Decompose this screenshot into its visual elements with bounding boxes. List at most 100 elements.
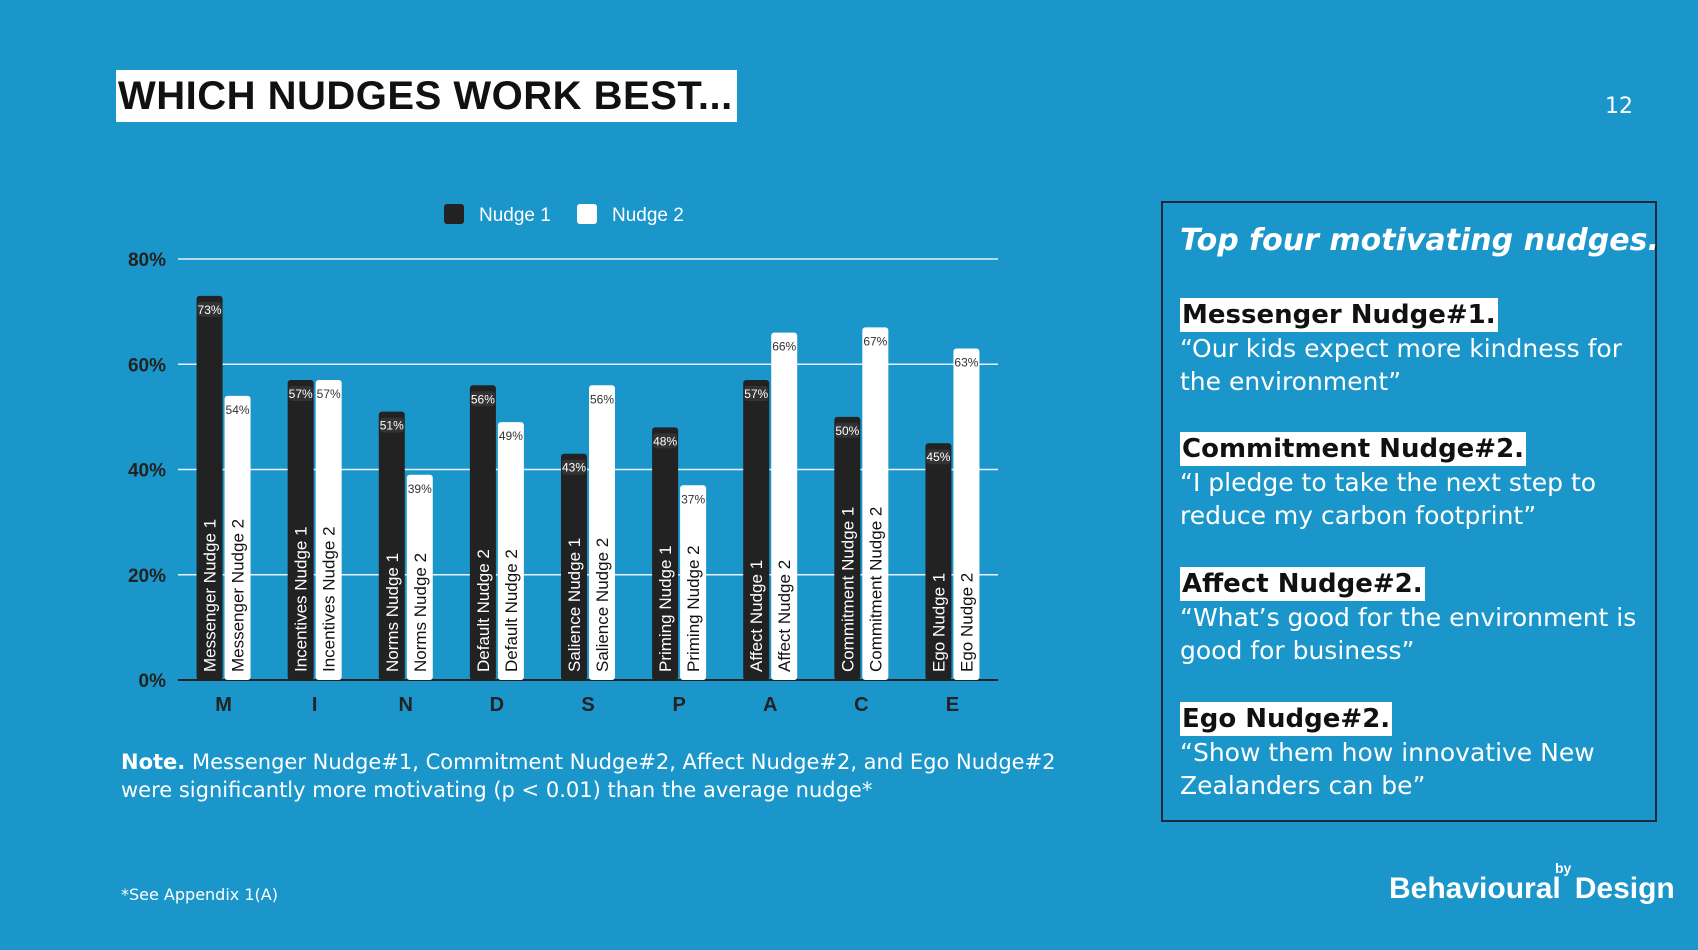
bar-chart: 0% 20% 40% 60% 80% Nudge 1 Nudge 2 73% Messenger…: [128, 204, 998, 716]
data-label-box: [772, 338, 797, 354]
panel-item: Ego Nudge#2. “Show them how innovative N…: [1180, 702, 1650, 802]
data-label: 57%: [289, 387, 313, 401]
panel-title: Top four motivating nudges.: [1180, 223, 1659, 258]
company-logo: Behavioural by Design: [1389, 860, 1675, 906]
bar-label: Priming Nudge 1: [656, 545, 675, 672]
y-tick-label: 0%: [139, 671, 167, 692]
bar-label: Default Nudge 2: [502, 549, 521, 672]
bar: [834, 416, 861, 680]
data-label-box: [379, 417, 404, 433]
bar-label: Salience Nudge 2: [593, 538, 612, 672]
panel-item: Messenger Nudge#1. “Our kids expect more…: [1180, 298, 1650, 398]
footnote: *See Appendix 1(A): [121, 885, 278, 904]
panel-item-heading: Ego Nudge#2.: [1180, 702, 1393, 736]
panel-item-heading: Affect Nudge#2.: [1180, 567, 1425, 601]
bar-label: Norms Nudge 1: [383, 553, 402, 672]
bar-label: Salience Nudge 1: [565, 538, 584, 672]
legend-swatch: [577, 204, 597, 224]
bar-label: Commitment Nudge 1: [838, 507, 857, 672]
x-tick-label: C: [854, 694, 868, 716]
bar: [497, 422, 524, 680]
data-label: 73%: [198, 303, 222, 317]
bar-label: Ego Nudge 2: [957, 573, 976, 672]
chart-note: Note. Messenger Nudge#1, Commitment Nudg…: [121, 748, 1081, 804]
data-label: 50%: [835, 424, 859, 438]
bar: [925, 443, 952, 680]
data-label-box: [926, 449, 951, 465]
x-tick-label: S: [581, 694, 594, 716]
page-title: WHICH NUDGES WORK BEST...: [116, 70, 737, 122]
panel-item-heading: Messenger Nudge#1.: [1180, 298, 1498, 332]
bar-label: Affect Nudge 2: [775, 560, 794, 672]
data-label-box: [653, 433, 678, 449]
bar-label: Messenger Nudge 1: [201, 519, 220, 672]
x-tick-label: D: [490, 694, 504, 716]
x-tick-label: I: [312, 694, 318, 716]
x-tick-label: A: [763, 694, 777, 716]
legend-label: Nudge 1: [479, 205, 551, 226]
bar: [743, 380, 770, 680]
y-tick-label: 40%: [128, 461, 166, 482]
x-tick-label: N: [399, 694, 413, 716]
bar: [771, 332, 798, 680]
logo-by: by: [1555, 860, 1572, 876]
data-label-box: [407, 480, 432, 496]
bar: [315, 380, 342, 680]
bar: [561, 453, 587, 680]
data-label-box: [316, 386, 341, 402]
data-label-box: [744, 386, 769, 402]
data-label: 39%: [408, 482, 432, 496]
panel-item: Affect Nudge#2. “What’s good for the env…: [1180, 567, 1650, 667]
legend-swatch: [444, 204, 464, 224]
data-label: 37%: [681, 492, 705, 506]
data-label-box: [681, 491, 706, 507]
bar: [287, 380, 314, 680]
panel-item-quote: “Show them how innovative New Zealanders…: [1180, 738, 1595, 800]
y-tick-label: 80%: [128, 250, 166, 271]
data-label: 51%: [380, 419, 404, 433]
data-label-box: [197, 301, 222, 317]
data-label: 54%: [226, 403, 250, 417]
y-tick-label: 60%: [128, 355, 166, 376]
bar: [953, 348, 980, 680]
logo-word-design: Design: [1574, 872, 1675, 905]
x-tick-label: M: [215, 694, 232, 716]
data-label: 56%: [471, 392, 495, 406]
data-label-box: [288, 386, 313, 402]
bar-label: Ego Nudge 1: [929, 573, 948, 672]
data-label-box: [863, 333, 888, 349]
panel-item-heading: Commitment Nudge#2.: [1180, 432, 1527, 466]
bar-label: Incentives Nudge 1: [292, 526, 311, 672]
bar: [378, 411, 405, 680]
x-tick-label: E: [946, 694, 959, 716]
data-label: 43%: [562, 461, 586, 475]
page-number: 12: [1605, 94, 1633, 119]
bar-label: Priming Nudge 2: [684, 545, 703, 672]
note-text: Messenger Nudge#1, Commitment Nudge#2, A…: [121, 750, 1056, 802]
bar: [862, 327, 889, 680]
bar: [406, 474, 433, 680]
data-label-box: [470, 391, 495, 407]
data-label: 56%: [590, 392, 614, 406]
panel-item: Commitment Nudge#2. “I pledge to take th…: [1180, 432, 1650, 532]
note-label: Note.: [121, 750, 186, 774]
top-nudges-panel: Top four motivating nudges. Messenger Nu…: [1161, 201, 1659, 822]
bar: [224, 395, 251, 680]
bar-label: Affect Nudge 1: [747, 560, 766, 672]
x-tick-label: P: [672, 694, 685, 716]
data-label: 57%: [317, 387, 341, 401]
data-label: 49%: [499, 429, 523, 443]
bar-label: Messenger Nudge 2: [229, 519, 248, 672]
panel-item-quote: “I pledge to take the next step to reduc…: [1180, 468, 1597, 530]
data-label-box: [954, 354, 979, 370]
data-label: 57%: [744, 387, 768, 401]
bar: [589, 385, 615, 680]
data-label: 63%: [954, 355, 978, 369]
bar-label: Incentives Nudge 2: [320, 526, 339, 672]
data-label: 66%: [772, 340, 796, 354]
bar: [469, 385, 496, 680]
data-label-box: [562, 459, 586, 475]
data-label: 48%: [653, 434, 677, 448]
y-tick-label: 20%: [128, 566, 166, 587]
data-label: 45%: [926, 450, 950, 464]
